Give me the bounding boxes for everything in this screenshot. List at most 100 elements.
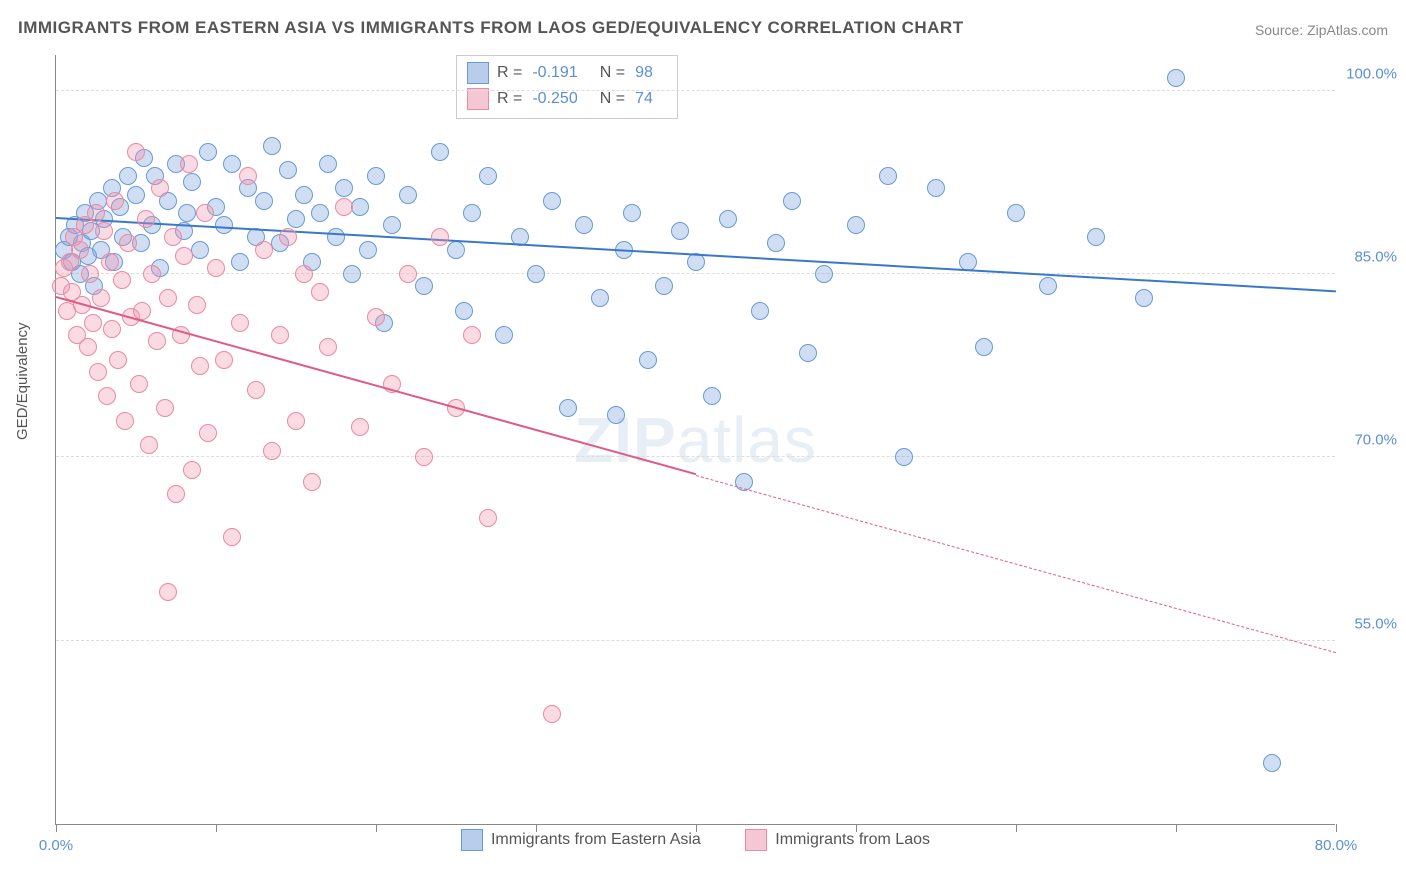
plot-area: ZIPatlas R = -0.191 N = 98 R = -0.250 N …: [55, 55, 1335, 825]
scatter-point: [295, 186, 313, 204]
scatter-point: [279, 228, 297, 246]
scatter-point: [101, 253, 119, 271]
scatter-point: [623, 204, 641, 222]
scatter-point: [495, 326, 513, 344]
watermark-light: atlas: [677, 404, 817, 476]
x-tick: [1336, 824, 1337, 832]
scatter-point: [159, 583, 177, 601]
trend-line: [696, 475, 1336, 653]
scatter-point: [207, 259, 225, 277]
scatter-point: [767, 234, 785, 252]
scatter-point: [327, 228, 345, 246]
scatter-point: [639, 351, 657, 369]
y-tick-label: 55.0%: [1354, 615, 1397, 632]
scatter-point: [399, 265, 417, 283]
scatter-point: [1007, 204, 1025, 222]
scatter-point: [399, 186, 417, 204]
scatter-point: [113, 271, 131, 289]
r-label: R =: [497, 60, 522, 86]
scatter-point: [196, 204, 214, 222]
scatter-point: [231, 314, 249, 332]
scatter-point: [178, 204, 196, 222]
scatter-point: [367, 308, 385, 326]
x-tick-label: 80.0%: [1315, 837, 1358, 854]
scatter-point: [159, 289, 177, 307]
scatter-point: [239, 167, 257, 185]
scatter-point: [119, 234, 137, 252]
scatter-point: [263, 442, 281, 460]
y-tick-label: 100.0%: [1346, 65, 1397, 82]
legend-swatch-icon: [461, 829, 483, 851]
scatter-point: [799, 344, 817, 362]
scatter-point: [183, 173, 201, 191]
scatter-point: [215, 216, 233, 234]
scatter-point: [287, 412, 305, 430]
scatter-point: [151, 179, 169, 197]
scatter-point: [140, 436, 158, 454]
scatter-point: [87, 204, 105, 222]
legend-item-0: Immigrants from Eastern Asia: [461, 829, 701, 851]
scatter-point: [1087, 228, 1105, 246]
scatter-point: [383, 216, 401, 234]
scatter-point: [559, 399, 577, 417]
scatter-point: [359, 241, 377, 259]
scatter-point: [703, 387, 721, 405]
legend-swatch-1: [467, 88, 489, 110]
legend-label-1: Immigrants from Laos: [775, 831, 930, 849]
scatter-point: [106, 192, 124, 210]
scatter-point: [927, 179, 945, 197]
scatter-point: [191, 357, 209, 375]
scatter-point: [95, 222, 113, 240]
scatter-point: [671, 222, 689, 240]
scatter-point: [295, 265, 313, 283]
chart-title: IMMIGRANTS FROM EASTERN ASIA VS IMMIGRAN…: [18, 18, 964, 38]
scatter-point: [463, 326, 481, 344]
scatter-point: [148, 332, 166, 350]
scatter-point: [231, 253, 249, 271]
scatter-point: [263, 137, 281, 155]
scatter-point: [130, 375, 148, 393]
scatter-point: [431, 143, 449, 161]
scatter-point: [180, 155, 198, 173]
scatter-point: [1263, 754, 1281, 772]
scatter-point: [447, 241, 465, 259]
scatter-point: [191, 241, 209, 259]
scatter-point: [71, 241, 89, 259]
gridline-h: [56, 456, 1335, 457]
scatter-point: [92, 289, 110, 307]
scatter-point: [119, 167, 137, 185]
legend-item-1: Immigrants from Laos: [745, 829, 930, 851]
source-attribution: Source: ZipAtlas.com: [1255, 22, 1388, 38]
scatter-point: [319, 338, 337, 356]
scatter-point: [271, 326, 289, 344]
scatter-point: [109, 351, 127, 369]
source-prefix: Source:: [1255, 22, 1307, 38]
scatter-point: [164, 228, 182, 246]
scatter-point: [479, 167, 497, 185]
scatter-point: [543, 705, 561, 723]
scatter-point: [575, 216, 593, 234]
trend-line: [56, 217, 1336, 292]
scatter-point: [335, 198, 353, 216]
legend-swatch-0: [467, 62, 489, 84]
y-axis-label: GED/Equivalency: [14, 322, 31, 440]
scatter-point: [98, 387, 116, 405]
scatter-point: [975, 338, 993, 356]
scatter-point: [415, 277, 433, 295]
scatter-point: [815, 265, 833, 283]
gridline-h: [56, 640, 1335, 641]
scatter-point: [215, 351, 233, 369]
scatter-point: [311, 204, 329, 222]
scatter-point: [607, 406, 625, 424]
scatter-point: [895, 448, 913, 466]
scatter-point: [103, 320, 121, 338]
scatter-point: [156, 399, 174, 417]
legend-label-0: Immigrants from Eastern Asia: [491, 831, 701, 849]
scatter-point: [543, 192, 561, 210]
legend-swatch-icon: [745, 829, 767, 851]
scatter-point: [255, 241, 273, 259]
scatter-point: [655, 277, 673, 295]
x-tick: [536, 824, 537, 832]
x-tick: [1176, 824, 1177, 832]
scatter-point: [183, 461, 201, 479]
